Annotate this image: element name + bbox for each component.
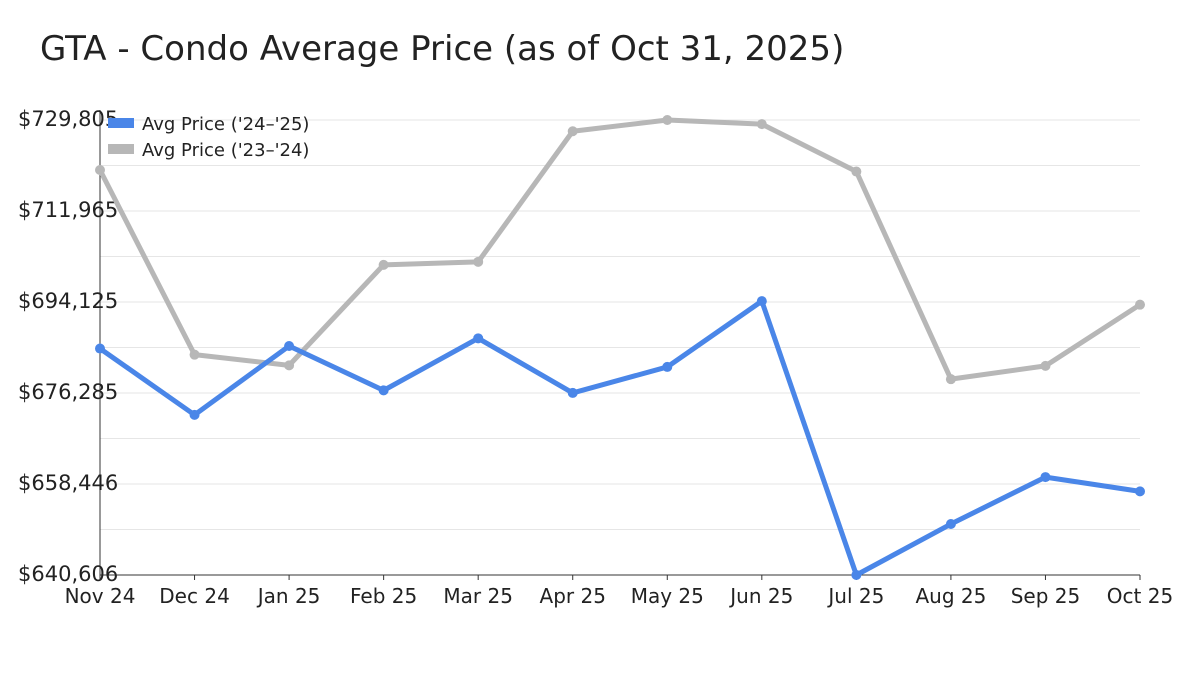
data-point <box>95 165 105 176</box>
axes: $640,606 $658,446 $676,285 $694,125 $711,965… <box>18 107 1173 608</box>
chart-title: GTA - Condo Average Price (as of Oct 31,… <box>40 29 844 69</box>
data-point <box>567 387 578 398</box>
data-point <box>189 409 200 420</box>
series-previous <box>95 115 1145 385</box>
series-line <box>97 117 1143 382</box>
x-tick-label: Jun 25 <box>728 584 793 608</box>
data-point <box>756 119 767 130</box>
x-tick-label: Apr 25 <box>540 584 606 608</box>
x-tick-label: Feb 25 <box>350 584 417 608</box>
x-tick-label: Jul 25 <box>826 584 884 608</box>
data-point <box>284 340 295 351</box>
y-tick-label: $658,446 <box>18 471 118 495</box>
x-tick-label: Nov 24 <box>65 584 136 608</box>
x-tick-label: May 25 <box>631 584 704 608</box>
y-tick-label: $676,285 <box>18 380 118 404</box>
legend-swatch <box>108 144 134 154</box>
y-tick-label: $711,965 <box>18 198 118 222</box>
data-point <box>1040 360 1051 371</box>
data-point <box>189 349 200 360</box>
data-point <box>1040 472 1051 483</box>
data-point <box>945 519 956 530</box>
x-tick-label: Oct 25 <box>1107 584 1173 608</box>
x-tick-label: Aug 25 <box>915 584 986 608</box>
x-tick-label: Jan 25 <box>256 584 321 608</box>
x-tick-label: Dec 24 <box>159 584 230 608</box>
data-point <box>1135 299 1145 310</box>
series-line <box>97 298 1143 578</box>
data-point <box>567 126 578 137</box>
data-point <box>284 360 295 371</box>
data-point <box>473 333 484 344</box>
x-tick-label: Sep 25 <box>1011 584 1081 608</box>
y-tick-label: $729,805 <box>18 107 118 131</box>
series-current <box>95 296 1145 580</box>
data-point <box>473 256 484 267</box>
data-point <box>662 115 673 125</box>
data-point <box>1135 486 1145 497</box>
y-tick-label: $640,606 <box>18 562 118 586</box>
y-tick-label: $694,125 <box>18 289 118 313</box>
x-tick-label: Mar 25 <box>443 584 513 608</box>
data-point <box>95 343 105 354</box>
legend-label: Avg Price ('24–'25) <box>142 114 309 135</box>
legend-swatch <box>108 118 134 128</box>
data-point <box>378 385 389 396</box>
data-point <box>662 361 673 372</box>
data-point <box>851 166 862 177</box>
legend: Avg Price ('24–'25) Avg Price ('23–'24) <box>108 114 309 161</box>
data-point <box>378 259 389 270</box>
data-point <box>945 374 956 385</box>
data-point <box>851 570 862 580</box>
data-point <box>756 296 767 307</box>
series-lines <box>95 115 1145 580</box>
gridlines <box>100 119 1140 530</box>
legend-label: Avg Price ('23–'24) <box>142 140 309 161</box>
